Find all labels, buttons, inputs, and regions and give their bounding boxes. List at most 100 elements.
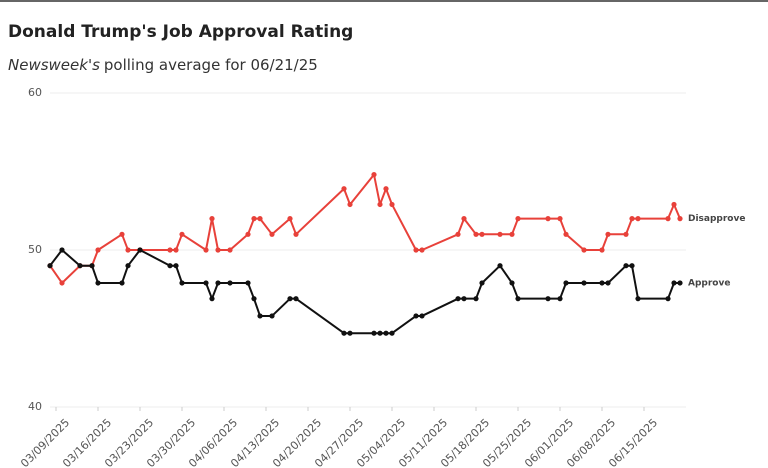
point — [671, 201, 677, 208]
series-line — [49, 249, 680, 335]
point — [293, 296, 299, 302]
point — [563, 280, 569, 286]
point — [59, 280, 65, 286]
point — [419, 313, 425, 319]
point — [209, 296, 215, 302]
point — [599, 247, 605, 253]
point — [635, 216, 641, 222]
point — [287, 216, 293, 222]
legend-label: Disapprove — [688, 214, 745, 224]
point — [623, 263, 629, 269]
point — [557, 296, 563, 302]
y-tick-label: 50 — [28, 243, 42, 256]
point — [95, 280, 101, 286]
point — [563, 231, 569, 237]
point — [209, 216, 215, 222]
point — [257, 313, 263, 319]
point — [605, 231, 611, 237]
point — [287, 296, 293, 302]
point — [95, 247, 101, 253]
point — [497, 231, 503, 237]
point — [635, 296, 641, 302]
point — [47, 263, 53, 269]
point — [341, 330, 347, 336]
chart-subtitle: Newsweek's polling average for 06/21/25 — [8, 56, 318, 74]
point — [545, 296, 551, 302]
point — [245, 280, 251, 286]
point — [215, 280, 221, 286]
point — [461, 216, 467, 222]
point — [77, 263, 83, 269]
point — [227, 247, 233, 253]
point — [677, 280, 683, 286]
point — [203, 280, 209, 286]
point — [413, 313, 419, 319]
series-line — [49, 173, 681, 284]
point — [605, 280, 611, 286]
point — [119, 280, 125, 286]
point — [515, 296, 521, 302]
point — [215, 247, 221, 253]
point — [665, 296, 671, 302]
point — [371, 172, 377, 178]
point — [419, 247, 425, 253]
point — [629, 263, 635, 269]
point — [515, 216, 521, 222]
point — [623, 231, 629, 237]
point — [389, 201, 395, 208]
point — [677, 216, 683, 222]
point — [509, 231, 515, 237]
point — [377, 201, 383, 208]
point — [389, 330, 395, 336]
point — [269, 313, 275, 319]
point — [125, 247, 131, 253]
point — [671, 280, 677, 286]
point — [245, 231, 251, 237]
point — [293, 231, 299, 237]
point — [497, 263, 503, 269]
point — [629, 216, 635, 222]
point — [509, 280, 515, 286]
point — [581, 247, 587, 253]
point — [251, 296, 257, 302]
point — [341, 186, 347, 192]
point — [473, 231, 479, 237]
point — [665, 216, 671, 222]
point — [557, 216, 563, 222]
point — [269, 231, 275, 237]
point — [545, 216, 551, 222]
point — [89, 263, 95, 269]
point — [347, 330, 353, 336]
point — [581, 280, 587, 286]
point — [257, 216, 263, 222]
point — [455, 231, 461, 237]
legend-label: Approve — [688, 278, 730, 288]
point — [167, 263, 173, 269]
point — [251, 216, 257, 222]
point — [125, 263, 131, 269]
point — [137, 247, 143, 253]
point — [179, 231, 185, 237]
y-tick-label: 60 — [28, 86, 42, 99]
point — [383, 186, 389, 192]
point — [173, 263, 179, 269]
point — [173, 247, 179, 253]
chart-title: Donald Trump's Job Approval Rating — [8, 22, 354, 42]
point — [371, 330, 377, 336]
point — [479, 280, 485, 286]
point — [599, 280, 605, 286]
subtitle-source: Newsweek's — [8, 56, 100, 74]
point — [455, 296, 461, 302]
y-tick-label: 40 — [28, 400, 42, 413]
point — [347, 201, 353, 208]
point — [179, 280, 185, 286]
point — [479, 231, 485, 237]
point — [413, 247, 419, 253]
point — [377, 330, 383, 336]
point — [227, 280, 233, 286]
point — [59, 247, 65, 253]
point — [167, 247, 173, 253]
point — [473, 296, 479, 302]
